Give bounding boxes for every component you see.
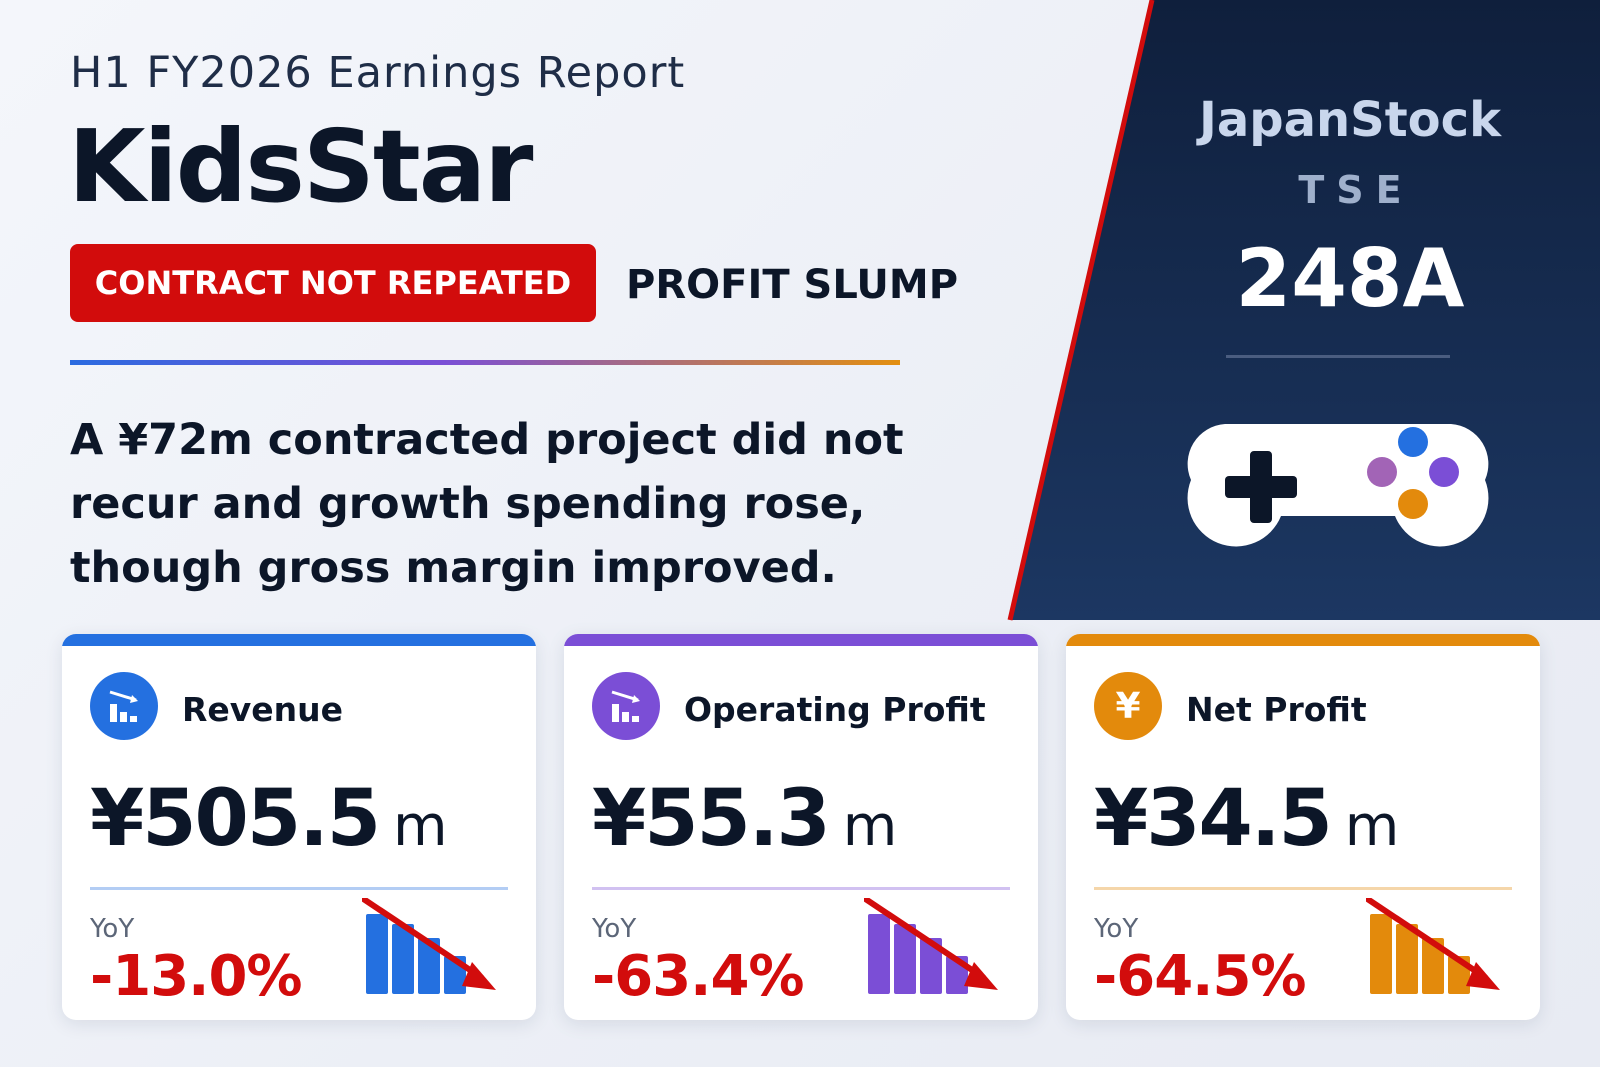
gamepad-icon <box>1187 424 1489 547</box>
trend-bar <box>894 924 916 994</box>
brand-divider <box>1226 355 1450 358</box>
headline-tag: PROFIT SLUMP <box>626 262 959 308</box>
card-value: ¥34.5 m <box>1094 774 1399 864</box>
card-divider <box>1094 887 1512 890</box>
bar-chart-down-icon <box>592 672 660 740</box>
decline-trend-icon <box>1366 898 1500 994</box>
trend-bar <box>1422 938 1444 994</box>
decline-trend-icon <box>864 898 998 994</box>
trend-arrow-head <box>1466 962 1500 990</box>
summary-text: A ¥72m contracted project did not recur … <box>70 415 904 593</box>
metric-card-net-profit: ¥ Net Profit ¥34.5 m YoY -64.5% <box>1066 634 1540 1020</box>
trend-arrow-line <box>864 898 986 981</box>
yoy-value: -13.0% <box>90 944 303 1009</box>
metric-amount: ¥55.3 <box>592 774 831 864</box>
bar-chart-down-icon <box>90 672 158 740</box>
metric-card-revenue: Revenue ¥505.5 m YoY -13.0% <box>62 634 536 1020</box>
yoy-label: YoY <box>90 914 135 944</box>
yoy-label: YoY <box>1094 914 1139 944</box>
card-value: ¥55.3 m <box>592 774 897 864</box>
card-value: ¥505.5 m <box>90 774 448 864</box>
yoy-value: -63.4% <box>592 944 805 1009</box>
trend-arrow-line <box>1366 898 1488 981</box>
card-accent-bar <box>1066 634 1540 646</box>
yen-icon: ¥ <box>1094 672 1162 740</box>
trend-bar <box>1370 914 1392 994</box>
trend-bar <box>392 924 414 994</box>
metric-card-operating-profit: Operating Profit ¥55.3 m YoY -63.4% <box>564 634 1038 1020</box>
yoy-value: -64.5% <box>1094 944 1307 1009</box>
trend-bar <box>418 938 440 994</box>
metric-unit: m <box>393 794 448 859</box>
card-accent-bar <box>62 634 536 646</box>
metric-unit: m <box>1344 794 1400 859</box>
trend-bar <box>366 914 388 994</box>
ticker-code: 248A <box>1235 232 1465 325</box>
exchange-label: TSE <box>1298 168 1414 212</box>
trend-arrow-head <box>964 962 998 990</box>
yoy-label: YoY <box>592 914 637 944</box>
card-divider <box>90 887 508 890</box>
company-name: KidsStar <box>68 108 533 225</box>
trend-arrow-line <box>362 898 484 981</box>
metric-unit: m <box>842 794 898 859</box>
report-subtitle: H1 FY2026 Earnings Report <box>70 48 686 98</box>
trend-bar <box>920 938 942 994</box>
trend-arrow-head <box>462 962 496 990</box>
metric-amount: ¥505.5 <box>90 774 381 864</box>
card-divider <box>592 887 1010 890</box>
card-title: Operating Profit <box>684 690 986 729</box>
alert-badge: CONTRACT NOT REPEATED <box>70 244 596 322</box>
trend-bar <box>868 914 890 994</box>
gradient-divider <box>70 360 900 365</box>
brand-name: JapanStock <box>1198 92 1502 148</box>
metric-amount: ¥34.5 <box>1094 774 1333 864</box>
trend-bar <box>1396 924 1418 994</box>
decline-trend-icon <box>362 898 496 994</box>
card-accent-bar <box>564 634 1038 646</box>
card-title: Net Profit <box>1186 690 1367 729</box>
card-title: Revenue <box>182 690 344 729</box>
